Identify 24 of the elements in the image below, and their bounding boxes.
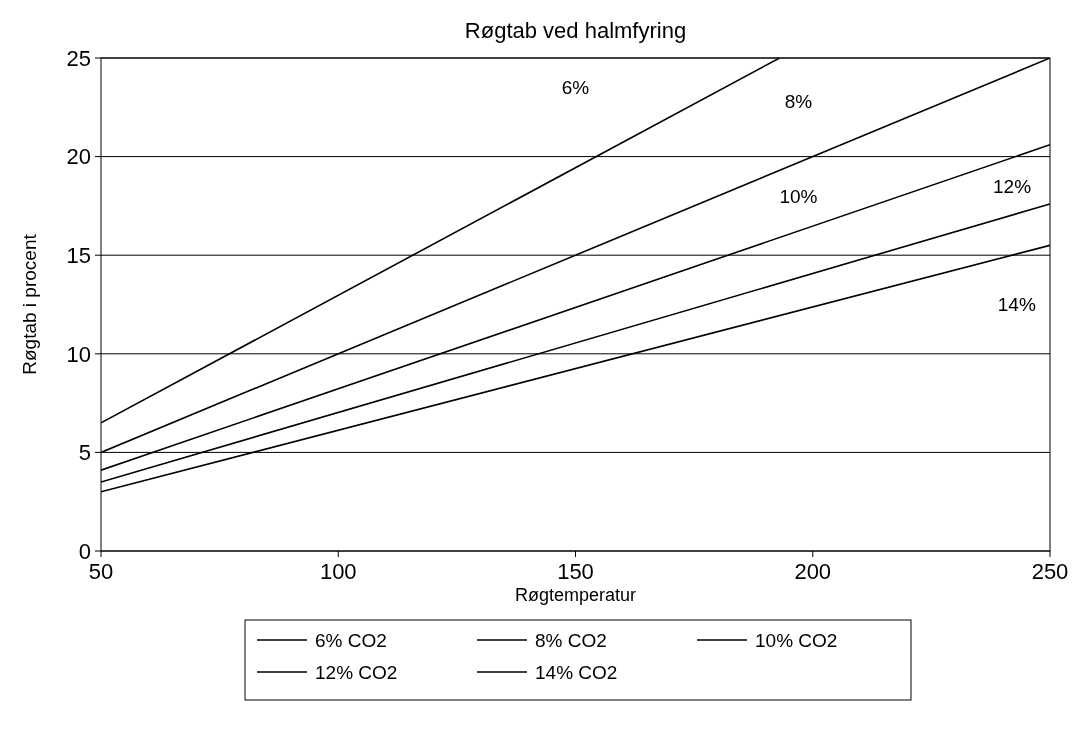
legend-label: 6% CO2 [315,629,387,651]
legend-label: 14% CO2 [535,661,618,683]
x-tick-label: 150 [557,559,594,584]
legend-label: 10% CO2 [755,629,838,651]
annotation: 12% [993,175,1032,197]
annotation: 6% [561,77,590,99]
y-tick-label: 20 [66,144,91,170]
x-tick-label: 50 [88,559,114,584]
legend-label: 12% CO2 [315,661,398,683]
y-tick-label: 25 [66,45,91,71]
x-tick-label: 200 [794,559,832,584]
x-axis-title: Røgtemperatur [514,585,637,605]
y-axis-title: Røgtab i procent [19,233,40,375]
legend-label: 8% CO2 [535,629,607,651]
y-tick-label: 5 [78,440,91,466]
annotation: 14% [997,294,1036,316]
x-tick-label: 100 [319,559,357,584]
annotation: 10% [779,185,818,207]
y-tick-label: 0 [78,538,91,564]
y-tick-label: 15 [66,242,91,268]
chart-title: Røgtab ved halmfyring [464,18,687,43]
x-tick-label: 250 [1031,559,1069,584]
y-tick-label: 10 [66,341,91,367]
annotation: 8% [784,91,813,113]
